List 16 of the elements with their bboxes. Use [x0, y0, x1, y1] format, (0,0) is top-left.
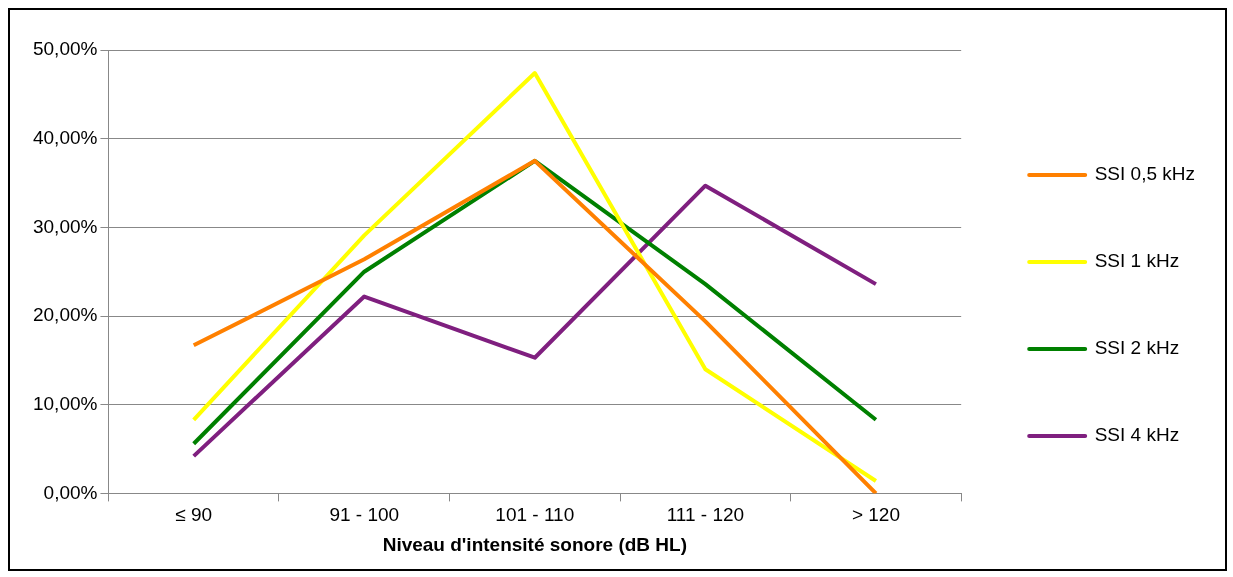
- x-axis-title: Niveau d'intensité sonore (dB HL): [382, 533, 687, 555]
- legend-label: SSI 2 kHz: [1094, 337, 1180, 359]
- y-tick-label: 40,00%: [32, 126, 98, 148]
- legend-label: SSI 4 kHz: [1094, 424, 1180, 446]
- x-tick-label: > 120: [851, 504, 900, 526]
- x-tick-label: ≤ 90: [175, 504, 213, 526]
- y-tick-label: 10,00%: [32, 392, 98, 414]
- x-tick-label: 101 - 110: [495, 504, 575, 526]
- x-tick-label: 111 - 120: [666, 504, 745, 526]
- y-tick-label: 20,00%: [32, 304, 98, 326]
- legend-label: SSI 0,5 kHz: [1094, 163, 1196, 185]
- y-tick-label: 0,00%: [43, 481, 98, 503]
- x-tick-label: 91 - 100: [329, 504, 400, 526]
- y-tick-label: 50,00%: [32, 38, 98, 60]
- legend-label: SSI 1 kHz: [1094, 250, 1180, 272]
- y-tick-label: 30,00%: [32, 215, 98, 237]
